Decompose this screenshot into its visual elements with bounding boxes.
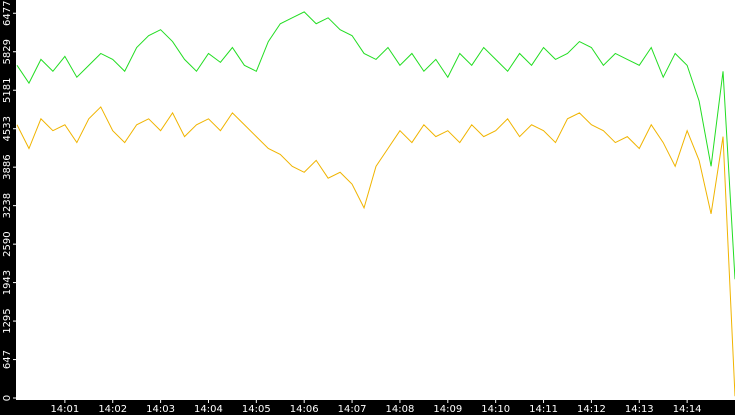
x-tick-label: 14:01 [50,404,79,415]
y-tick-label: 647 [2,350,13,369]
x-tick-label: 14:09 [433,404,462,415]
x-tick-label: 14:05 [242,404,271,415]
x-tick-label: 14:12 [577,404,606,415]
y-tick-label: 1295 [2,308,13,333]
y-tick-label: 5181 [2,78,13,103]
x-axis-strip [0,400,735,415]
y-tick-label: 1943 [2,270,13,295]
x-tick-label: 14:11 [529,404,558,415]
y-tick-label: 3238 [2,193,13,218]
y-tick-label: 4533 [2,116,13,141]
series-line [16,106,735,397]
x-tick-label: 14:13 [625,404,654,415]
y-tick-label: 5829 [2,39,13,64]
x-tick-label: 14:10 [481,404,510,415]
x-tick-label: 14:06 [290,404,319,415]
x-tick-label: 14:07 [338,404,367,415]
x-tick-label: 14:14 [673,404,702,415]
y-tick-label: 3886 [2,154,13,179]
x-tick-label: 14:08 [386,404,415,415]
x-tick-label: 14:02 [98,404,127,415]
y-axis-strip [0,0,16,415]
y-tick-label: 6477 [2,1,13,26]
y-tick-label: 0 [2,395,13,401]
x-tick-label: 14:03 [146,404,175,415]
x-tick-label: 14:04 [194,404,223,415]
series-line [16,11,735,280]
y-tick-label: 2590 [2,231,13,256]
